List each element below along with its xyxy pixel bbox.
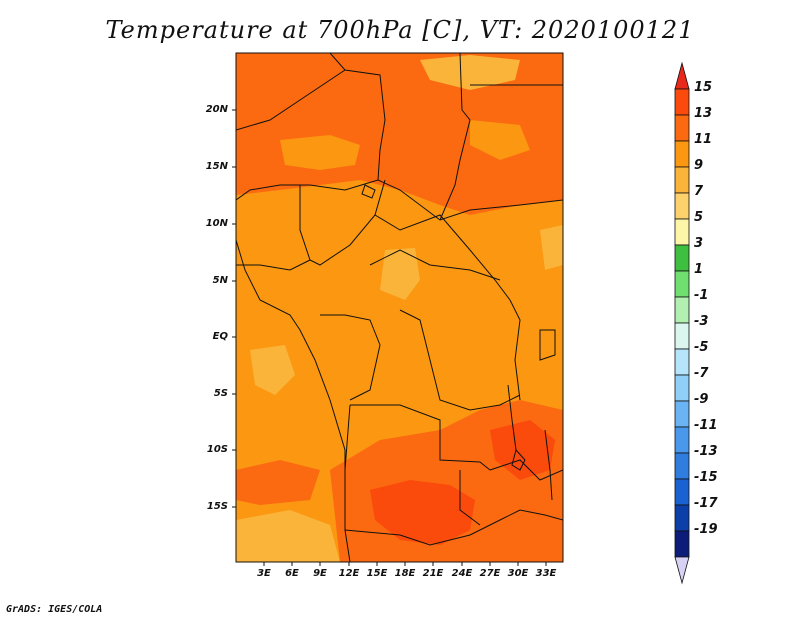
colorbar-label: -15 bbox=[694, 470, 718, 485]
lon-ticks bbox=[263, 562, 547, 566]
colorbar-segment bbox=[674, 556, 690, 585]
colorbar bbox=[674, 61, 690, 585]
colorbar-segment bbox=[674, 270, 690, 298]
colorbar-segment bbox=[674, 114, 690, 142]
lat-label-10n: 10N bbox=[205, 218, 228, 229]
colorbar-segment bbox=[674, 374, 690, 402]
colorbar-segment bbox=[674, 400, 690, 428]
lon-label-27e: 27E bbox=[479, 568, 501, 579]
colorbar-label: 13 bbox=[694, 106, 713, 121]
colorbar-segment bbox=[674, 192, 690, 220]
lat-label-20n: 20N bbox=[205, 104, 228, 115]
colorbar-label: -7 bbox=[694, 366, 709, 381]
colorbar-segment bbox=[674, 452, 690, 480]
lon-label-24e: 24E bbox=[451, 568, 473, 579]
colorbar-label: 7 bbox=[694, 184, 704, 199]
lakes bbox=[361, 184, 556, 501]
colorbar-label: -11 bbox=[694, 418, 718, 433]
colorbar-segment bbox=[674, 166, 690, 194]
lat-label-10s: 10S bbox=[206, 444, 228, 455]
lon-label-12e: 12E bbox=[338, 568, 360, 579]
colorbar-segment bbox=[674, 244, 690, 272]
colorbar-label: -19 bbox=[694, 522, 718, 537]
grads-credit: GrADS: IGES/COLA bbox=[6, 604, 103, 615]
field-9-11-patch-ne bbox=[470, 120, 530, 160]
field-7-9-patch-e bbox=[540, 225, 563, 270]
colorbar-label: -3 bbox=[694, 314, 709, 329]
colorbar-label: 5 bbox=[694, 210, 704, 225]
colorbar-label: -5 bbox=[694, 340, 709, 355]
colorbar-segment bbox=[674, 218, 690, 246]
field-11-13-sw bbox=[236, 460, 320, 505]
lat-label-5n: 5N bbox=[212, 275, 228, 286]
lat-label-15n: 15N bbox=[205, 161, 228, 172]
lon-label-18e: 18E bbox=[394, 568, 416, 579]
map-title: Temperature at 700hPa [C], VT: 202010012… bbox=[105, 16, 695, 44]
lon-label-21e: 21E bbox=[422, 568, 444, 579]
lon-label-15e: 15E bbox=[366, 568, 388, 579]
colorbar-label: 9 bbox=[694, 158, 704, 173]
lon-label-6e: 6E bbox=[285, 568, 299, 579]
field-7-9-patch-n bbox=[420, 55, 520, 90]
field-9-11-patch bbox=[280, 135, 360, 170]
lat-label-eq: EQ bbox=[212, 331, 228, 342]
temperature-field bbox=[236, 53, 563, 562]
colorbar-label: -1 bbox=[694, 288, 709, 303]
colorbar-segment bbox=[674, 88, 690, 116]
colorbar-segment bbox=[674, 140, 690, 168]
lon-label-33e: 33E bbox=[535, 568, 557, 579]
colorbar-label: -17 bbox=[694, 496, 718, 511]
colorbar-segment bbox=[674, 504, 690, 532]
map-frame bbox=[235, 52, 564, 563]
lat-label-5s: 5S bbox=[213, 388, 228, 399]
colorbar-segment bbox=[674, 322, 690, 350]
coastline bbox=[236, 239, 346, 500]
lat-ticks bbox=[232, 109, 236, 508]
colorbar-label: -13 bbox=[694, 444, 718, 459]
colorbar-segment bbox=[674, 478, 690, 506]
colorbar-segment bbox=[674, 348, 690, 376]
colorbar-label: 11 bbox=[694, 132, 713, 147]
lon-label-9e: 9E bbox=[313, 568, 327, 579]
field-7-9-patch-w bbox=[250, 345, 295, 395]
field-7-9-patch-sw bbox=[236, 510, 340, 562]
colorbar-segment bbox=[674, 61, 690, 90]
field-13-15-south bbox=[370, 480, 475, 545]
lat-label-15s: 15S bbox=[206, 501, 228, 512]
colorbar-label: -9 bbox=[694, 392, 709, 407]
lon-label-30e: 30E bbox=[507, 568, 529, 579]
field-7-9-patch-c bbox=[380, 248, 420, 300]
colorbar-segment bbox=[674, 426, 690, 454]
colorbar-segment bbox=[674, 296, 690, 324]
colorbar-label: 1 bbox=[694, 262, 704, 277]
field-11-13-north bbox=[236, 53, 563, 215]
lon-label-3e: 3E bbox=[257, 568, 271, 579]
colorbar-label: 15 bbox=[694, 80, 713, 95]
country-borders bbox=[236, 53, 563, 562]
colorbar-label: 3 bbox=[694, 236, 704, 251]
colorbar-segment bbox=[674, 530, 690, 558]
